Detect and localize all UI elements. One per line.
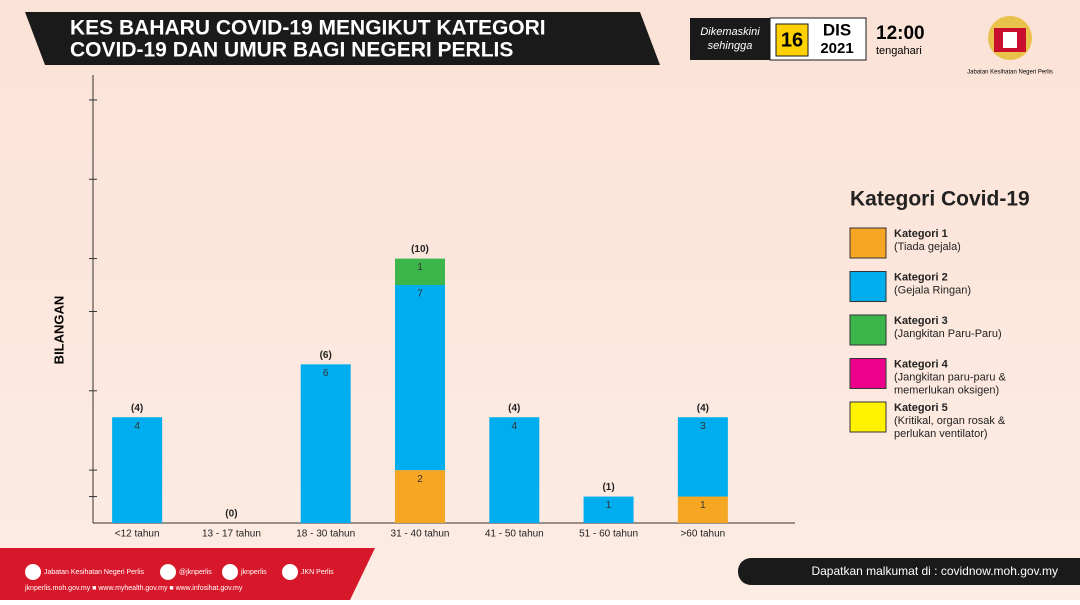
bar-segment [395,285,445,471]
segment-label: 1 [417,262,423,273]
segment-label: 3 [700,421,706,432]
total-label: (6) [320,350,332,361]
footer-right [738,558,1080,585]
updated-text: sehingga [708,40,753,52]
footer-left [0,548,375,600]
social-text: Jabatan Kesihatan Negeri Perlis [44,569,145,576]
footer-websites: jknperlis.moh.gov.my ■ www.myhealth.gov.… [24,585,243,592]
legend-description: (Jangkitan paru-paru & [894,371,1007,383]
legend-title: Kategori Covid-19 [850,188,1030,211]
segment-label: 1 [606,500,612,511]
segment-label: 6 [323,368,329,379]
legend-name: Kategori 3 [894,315,948,327]
footer-info: Dapatkan malkumat di : covidnow.moh.gov.… [811,564,1058,578]
social-icon [282,564,298,580]
legend-description: (Gejala Ringan) [894,284,971,296]
y-axis-label: BILANGAN [51,296,66,365]
day-box [775,23,809,57]
emblem [988,16,1032,60]
segment-label: 2 [417,474,423,485]
bar-segment [395,258,445,286]
legend-swatch [849,401,887,433]
bar-segment [300,364,351,523]
x-tick-label: >60 tahun [680,529,725,540]
legend-name: Kategori 4 [894,358,949,370]
total-label: (10) [411,244,429,255]
segment-label: 4 [134,421,140,432]
total-label: (1) [602,482,614,493]
x-tick-label: 41 - 50 tahun [485,529,544,540]
bar-segment [677,496,728,523]
social-icon [222,564,238,580]
segment-label: 1 [700,500,706,511]
total-label: (0) [225,509,237,520]
legend-name: Kategori 5 [894,402,948,414]
legend-description: perlukan ventilator) [894,428,988,440]
time: 12:00 [876,23,925,44]
total-label: (4) [131,403,143,414]
legend-description: (Jangkitan Paru-Paru) [894,328,1002,340]
legend-swatch [849,314,887,346]
date-box [690,18,770,60]
social-icon [160,564,176,580]
total-label: (4) [508,403,520,414]
year: 2021 [820,40,853,57]
social-text: @jknperlis [179,569,212,576]
legend-description: memerlukan oksigen) [894,384,999,396]
x-tick-label: 31 - 40 tahun [391,529,450,540]
legend-description: (Kritikal, organ rosak & [894,415,1006,427]
bar-segment [112,417,163,523]
updated-text: Dikemaskini [700,26,760,38]
day: 16 [781,29,803,51]
segment-label: 7 [417,289,423,300]
segment-label: 4 [512,421,518,432]
bar-segment [395,470,445,523]
total-label: (4) [697,403,709,414]
month: DIS [823,20,851,39]
x-tick-label: <12 tahun [115,529,160,540]
legend-swatch [849,271,887,302]
social-text: jknperlis [240,569,267,576]
bar-segment [583,496,634,523]
x-tick-label: 13 - 17 tahun [202,529,261,540]
time-note: tengahari [876,45,922,57]
x-tick-label: 51 - 60 tahun [579,529,638,540]
title-line: KES BAHARU COVID-19 MENGIKUT KATEGORI [70,17,546,40]
legend-description: (Tiada gejala) [894,241,961,253]
legend-swatch [849,358,887,389]
title-banner [25,12,660,65]
legend-name: Kategori 1 [894,228,948,240]
agency: Jabatan Kesihatan Negeri Perlis [967,70,1053,76]
social-icon [25,564,41,580]
legend-name: Kategori 2 [894,271,948,283]
title-line: COVID-19 DAN UMUR BAGI NEGERI PERLIS [70,39,513,62]
social-text: JKN Perlis [301,569,334,576]
legend-swatch [849,227,887,259]
bar-segment [489,417,540,523]
x-tick-label: 18 - 30 tahun [296,529,355,540]
bar-segment [677,417,728,497]
